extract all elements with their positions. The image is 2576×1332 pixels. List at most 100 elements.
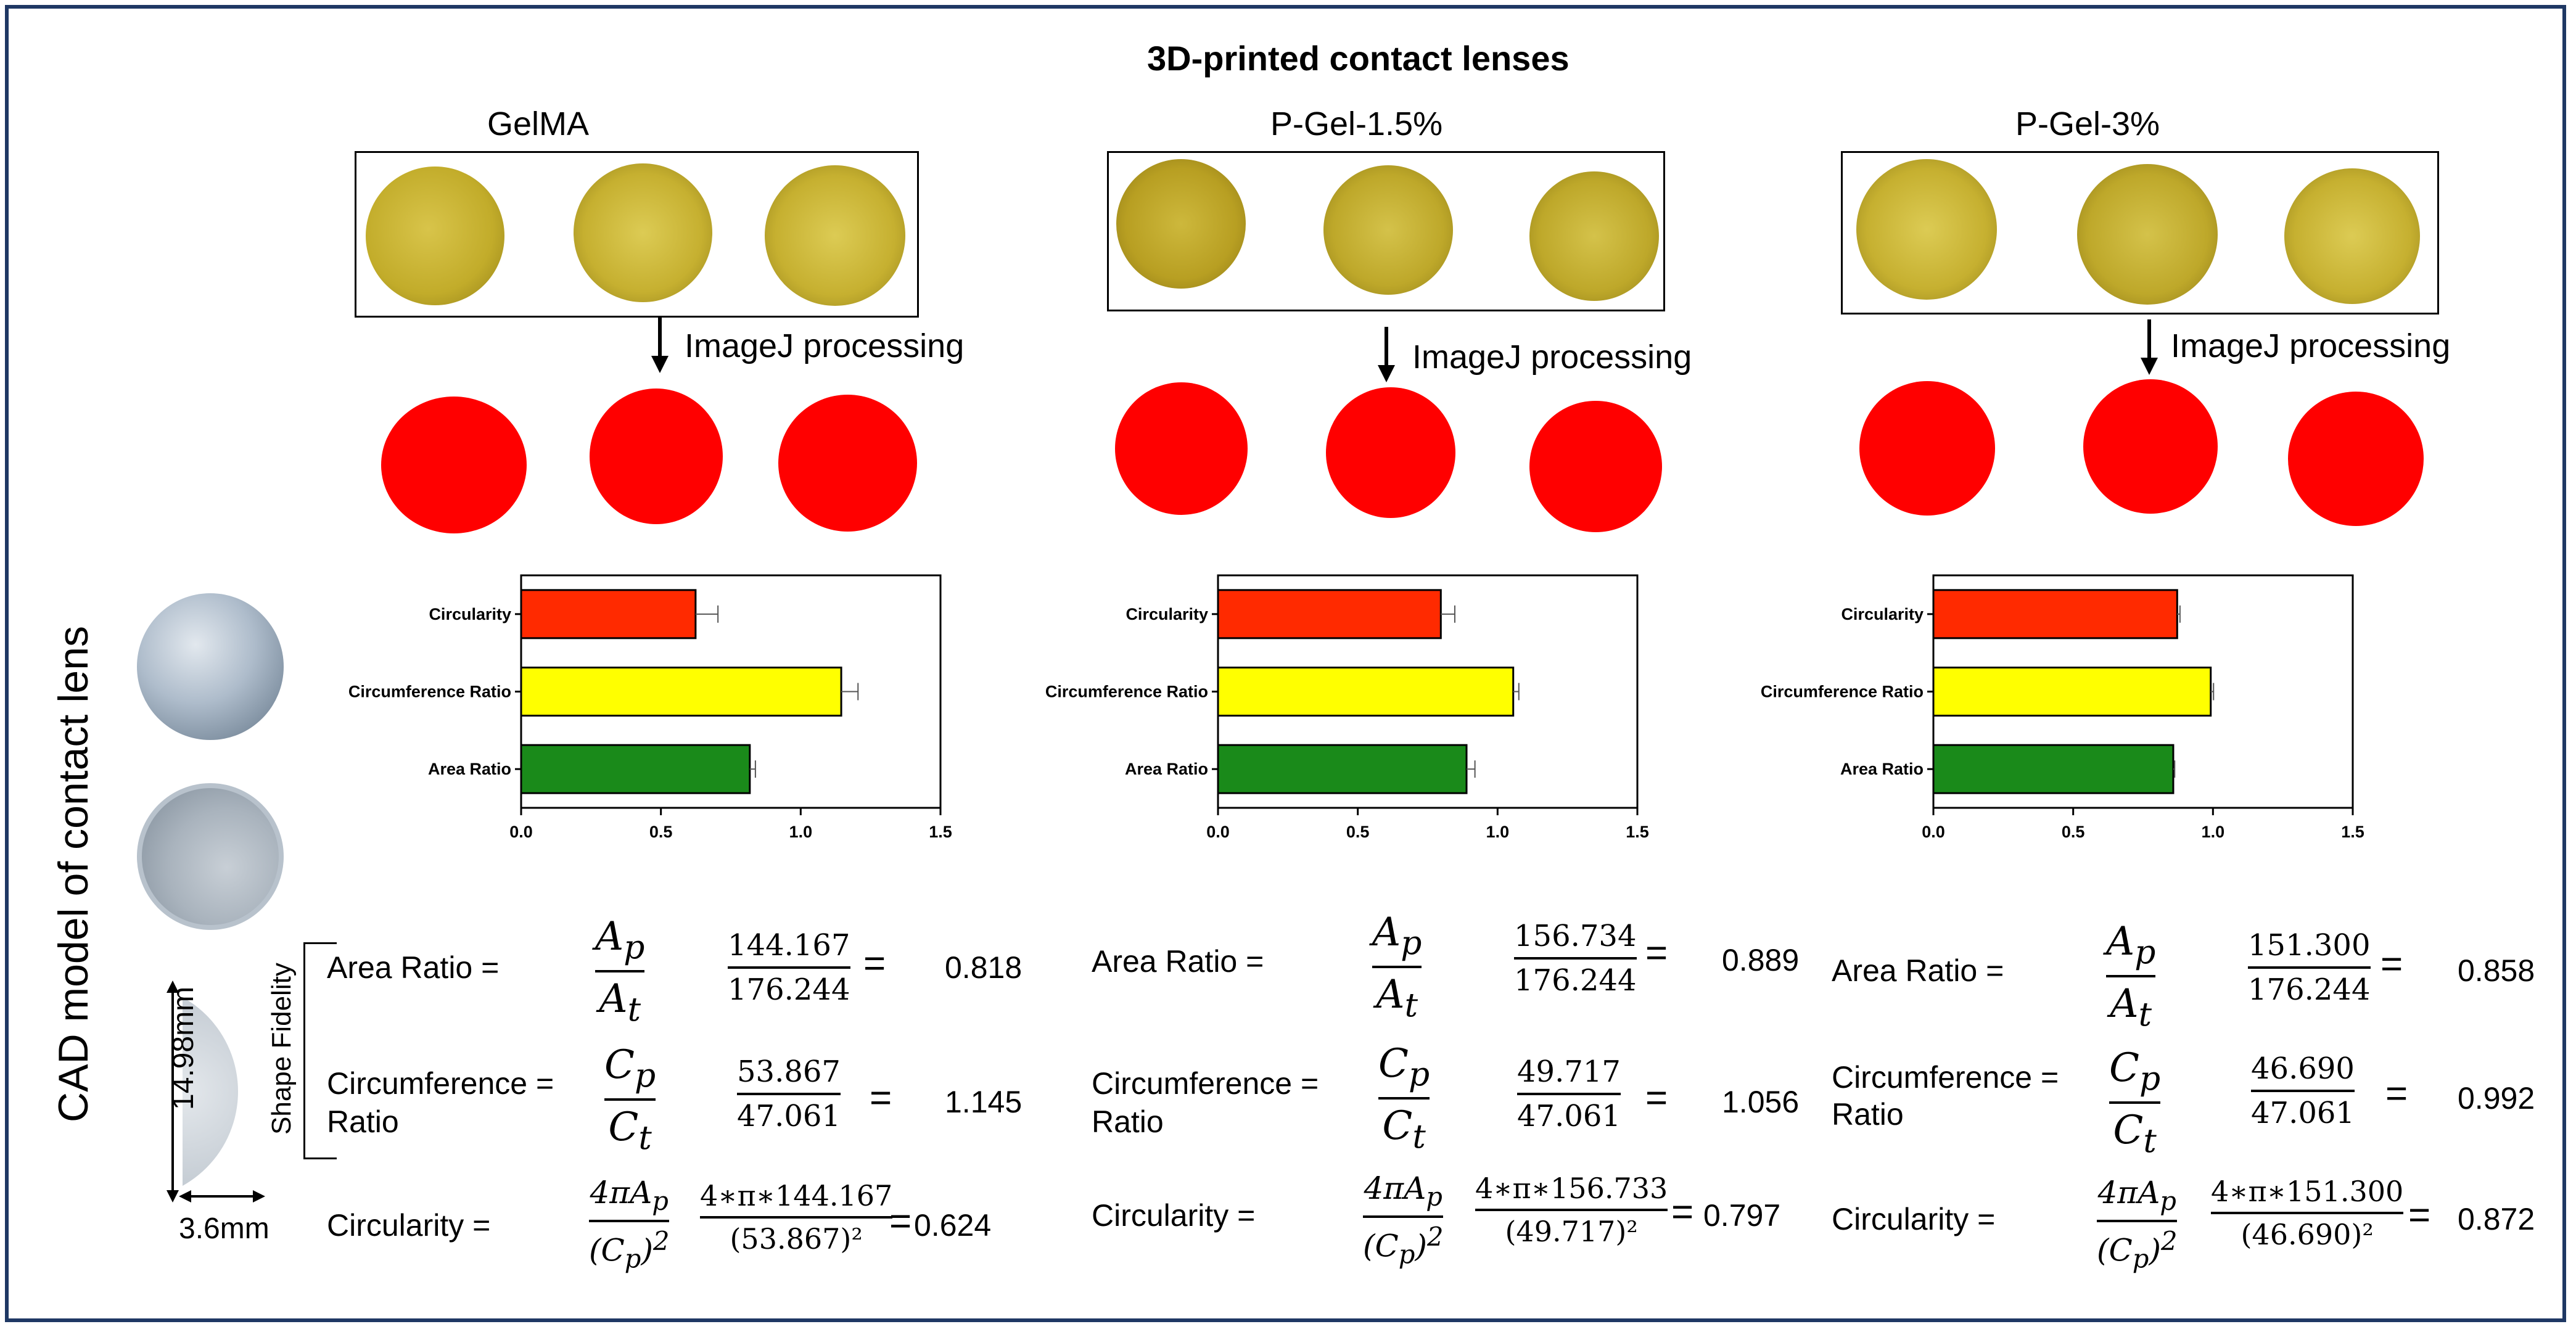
- circularity-value: 0.797: [1703, 1198, 1781, 1233]
- subscript: p: [624, 1243, 641, 1274]
- circumference-formula: Cp Ct: [604, 1042, 656, 1157]
- cad-lens-top-view: [137, 593, 284, 740]
- symbol: C: [1382, 1103, 1413, 1149]
- lens-photo: [1856, 159, 1997, 300]
- panel-title-pgel-3: P-Gel-3%: [2015, 105, 2160, 142]
- cad-lens-bottom-view: [137, 783, 284, 930]
- area-ratio-value: 0.818: [945, 950, 1023, 985]
- superscript: 2: [1426, 1222, 1444, 1252]
- equals-sign: =: [2381, 943, 2403, 985]
- red-blob: [590, 388, 723, 524]
- area-den: 176.244: [1514, 963, 1637, 998]
- circularity-value: 0.872: [2458, 1202, 2535, 1236]
- circularity-values: 4∗π∗156.733 (49.717)²: [1475, 1172, 1668, 1248]
- area-formula: Ap At: [2106, 919, 2156, 1034]
- area-num: 151.300: [2248, 928, 2371, 963]
- circumference-ratio-label-2: Ratio: [1092, 1104, 1164, 1139]
- subscript: t: [638, 1117, 652, 1157]
- processing-label: ImageJ processing: [2171, 327, 2451, 364]
- subscript: p: [2134, 932, 2156, 971]
- height-label-anchor: 14.98mm: [167, 987, 200, 1116]
- processing-label: ImageJ processing: [685, 327, 965, 364]
- figure-border: [5, 5, 2566, 1322]
- x-tick-label: 0.5: [2062, 823, 2085, 841]
- red-blob: [1529, 401, 1662, 532]
- category-label: Area Ratio: [1125, 760, 1208, 778]
- category-label: Circularity: [429, 605, 511, 623]
- bar: [520, 744, 751, 794]
- circumference-values: 46.690 47.061: [2251, 1051, 2355, 1130]
- subscript: t: [1404, 985, 1418, 1024]
- bar-chart-pgel-3: Circularity Circumference Ratio Area Ratio…: [1761, 574, 2364, 841]
- category-label: Circumference Ratio: [1761, 683, 1924, 701]
- circ-den: 47.061: [2251, 1096, 2355, 1130]
- bar: [1932, 744, 2175, 794]
- width-double-arrow-icon: [179, 1190, 265, 1202]
- figure-title: 3D-printed contact lenses: [1147, 39, 1570, 78]
- circumference-ratio-label: Circumference =: [327, 1066, 554, 1101]
- area-num: 144.167: [728, 928, 850, 963]
- shape-fidelity-anchor: Shape Fidelity: [266, 963, 297, 1141]
- symbol: A: [2138, 1175, 2160, 1211]
- circ-den: 47.061: [737, 1099, 841, 1133]
- subscript: p: [2139, 1058, 2161, 1098]
- red-blob: [381, 397, 527, 533]
- symbol: C: [2109, 1045, 2139, 1091]
- x-tick-label: 1.0: [1486, 823, 1510, 841]
- side-label-anchor: CAD model of contact lens: [49, 626, 99, 1128]
- x-tick-label: 0.0: [1206, 823, 1230, 841]
- area-formula: Ap At: [1372, 910, 1422, 1024]
- symbol: 4π: [1364, 1170, 1404, 1206]
- circumference-ratio-label: Circumference =: [1832, 1060, 2059, 1095]
- red-blob: [778, 395, 917, 532]
- red-blob: [1326, 387, 1455, 518]
- circu-num: 4∗π∗156.733: [1475, 1172, 1668, 1205]
- area-ratio-label: Area Ratio =: [327, 950, 500, 985]
- symbol: C: [1378, 1041, 1409, 1087]
- circumference-formula: Cp Ct: [2109, 1045, 2161, 1160]
- area-values: 156.734 176.244: [1514, 919, 1637, 998]
- photo-box-pgel-3: [1841, 151, 2439, 314]
- category-label: Area Ratio: [428, 760, 511, 778]
- symbol: C: [608, 1104, 639, 1150]
- arrow-down-icon: [2141, 319, 2158, 375]
- circ-den: 47.061: [1517, 1099, 1621, 1133]
- width-label: 3.6mm: [179, 1212, 270, 1245]
- category-label: Circumference Ratio: [348, 683, 511, 701]
- symbol: A: [630, 1175, 652, 1211]
- red-blob: [1859, 381, 1995, 516]
- bar: [520, 667, 842, 717]
- circularity-label: Circularity =: [1832, 1202, 1996, 1236]
- x-tick-label: 0.0: [1922, 823, 1945, 841]
- subscript: t: [627, 989, 641, 1029]
- symbol: A: [1404, 1170, 1426, 1206]
- circularity-label: Circularity =: [1092, 1198, 1256, 1233]
- circumference-ratio-value: 1.145: [945, 1085, 1023, 1119]
- bar-chart-pgel-1-5: Circularity Circumference Ratio Area Ratio…: [1045, 574, 1649, 841]
- circularity-formula: 4πAp (Cp)2: [1363, 1170, 1444, 1270]
- subscript: p: [2132, 1243, 2149, 1274]
- circumference-ratio-label-2: Ratio: [1832, 1097, 1904, 1132]
- circ-num: 53.867: [737, 1054, 841, 1089]
- shape-fidelity-bracket: [303, 942, 337, 1159]
- x-tick-label: 1.5: [929, 823, 952, 841]
- x-tick-label: 1.5: [2341, 823, 2364, 841]
- equals-sign: =: [1645, 1077, 1668, 1119]
- x-tick-label: 0.5: [649, 823, 673, 841]
- symbol: A: [2106, 919, 2135, 964]
- circu-den: (49.717)²: [1505, 1215, 1638, 1248]
- x-tick-label: 1.5: [1626, 823, 1649, 841]
- panel-title-pgel-1-5: P-Gel-1.5%: [1270, 105, 1443, 142]
- lens-photo: [1529, 171, 1659, 301]
- shape-fidelity-label: Shape Fidelity: [266, 963, 297, 1135]
- subscript: p: [1401, 923, 1422, 962]
- symbol: A: [1372, 910, 1401, 955]
- red-blob: [1115, 382, 1248, 515]
- bar: [1217, 667, 1515, 717]
- circu-den: (53.867)²: [730, 1222, 863, 1256]
- lens-photo: [1116, 159, 1246, 289]
- area-formula-num: Ap: [595, 914, 644, 966]
- circularity-label: Circularity =: [327, 1208, 491, 1243]
- cad-lens-side-view: [183, 984, 238, 1199]
- arrow-down-icon: [1378, 327, 1395, 382]
